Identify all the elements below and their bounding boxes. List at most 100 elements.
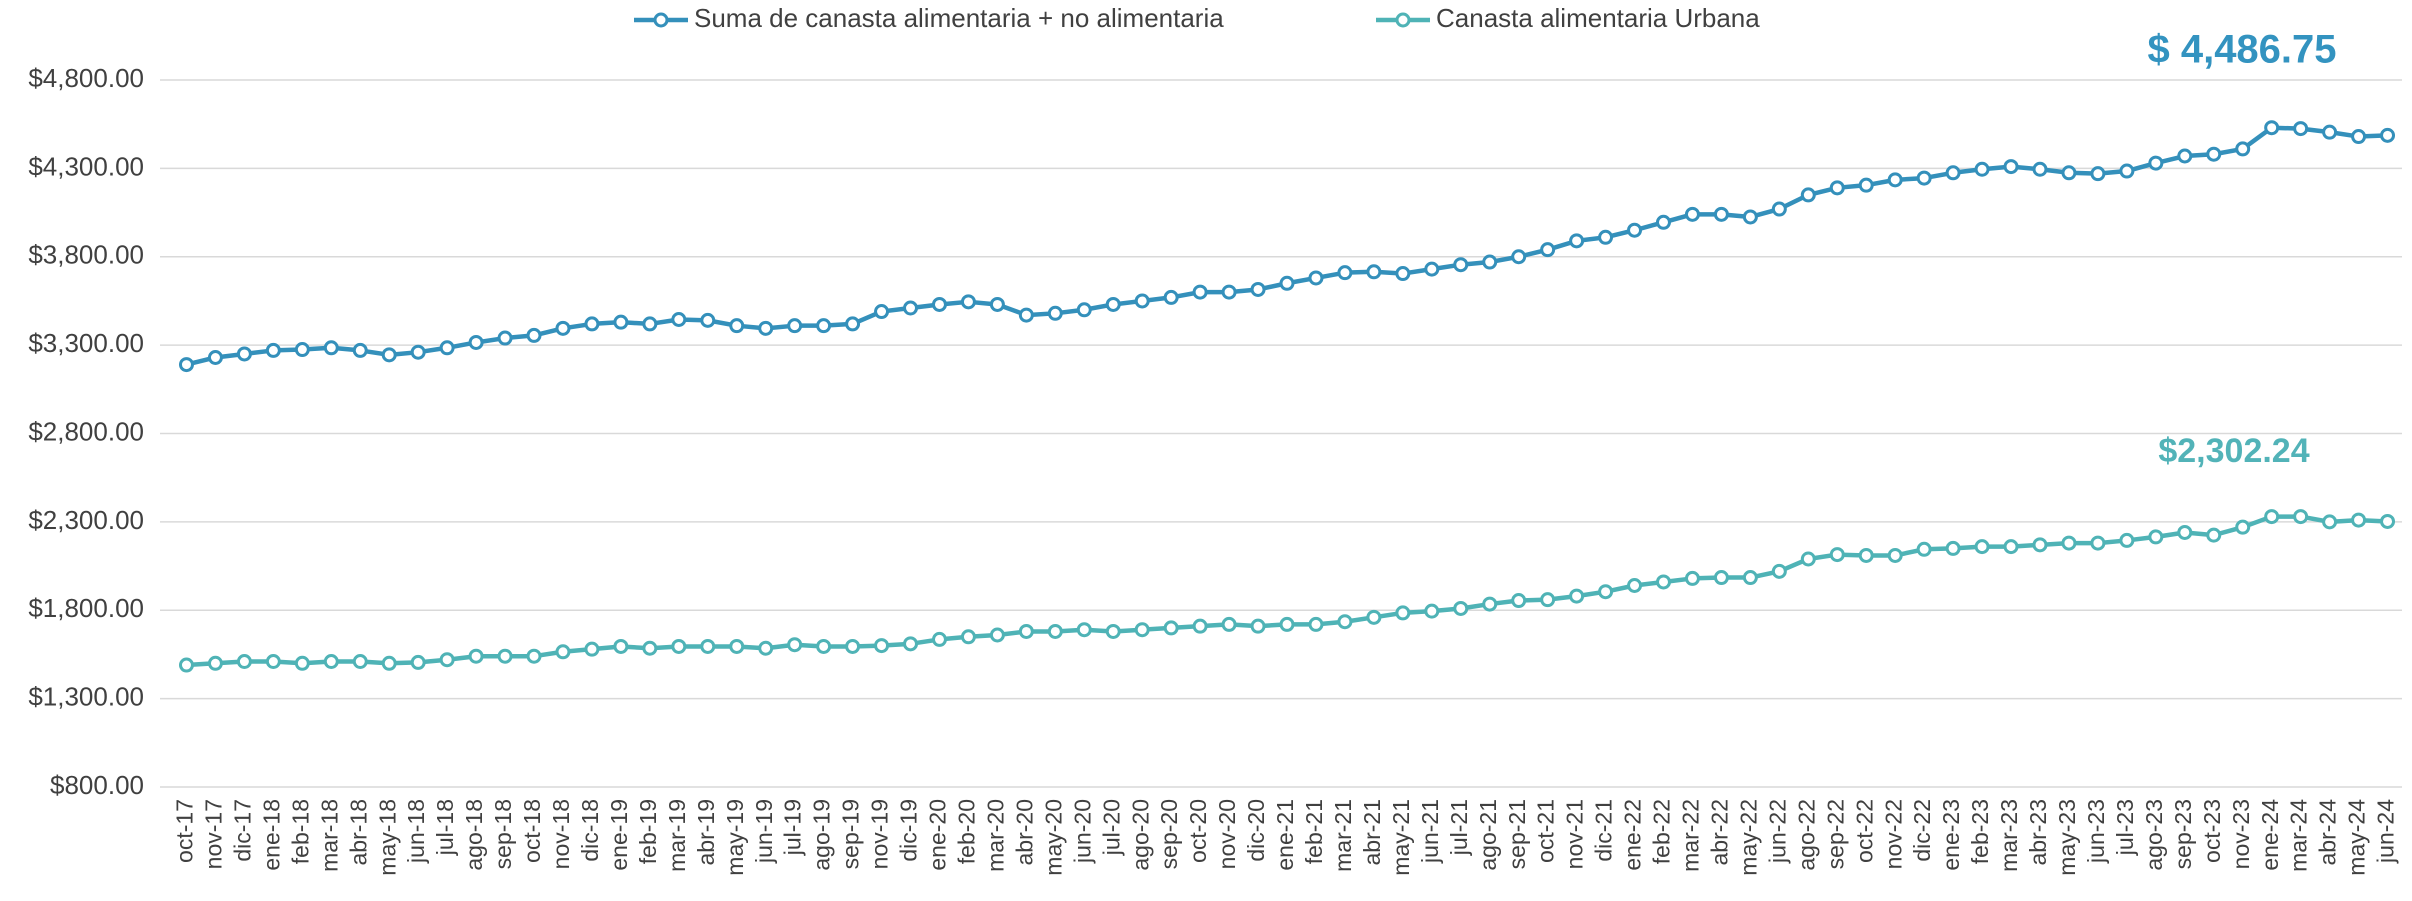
x-tick-label: jul-19 xyxy=(780,799,806,856)
x-tick-label: abr-22 xyxy=(1706,799,1732,865)
data-point xyxy=(294,655,310,671)
x-tick-label: dic-20 xyxy=(1243,799,1269,862)
data-point xyxy=(1829,547,1845,563)
x-tick-label: nov-18 xyxy=(548,799,574,869)
data-point xyxy=(1627,222,1643,238)
data-point xyxy=(1076,302,1092,318)
data-point xyxy=(2264,120,2280,136)
x-tick-label: mar-20 xyxy=(982,799,1008,872)
x-tick-label: sep-18 xyxy=(490,799,516,869)
annotation: $2,302.24 xyxy=(2158,432,2309,470)
data-point xyxy=(584,316,600,332)
data-point xyxy=(1684,570,1700,586)
y-tick-label: $4,300.00 xyxy=(28,151,144,181)
x-tick-label: jun-22 xyxy=(1764,799,1790,864)
x-tick-label: may-24 xyxy=(2344,799,2370,876)
data-point xyxy=(1192,284,1208,300)
data-point xyxy=(178,657,194,673)
data-point xyxy=(1916,541,1932,557)
data-point xyxy=(1598,229,1614,245)
x-tick-label: sep-23 xyxy=(2170,799,2196,869)
x-tick-label: nov-19 xyxy=(867,799,893,869)
data-point xyxy=(1684,206,1700,222)
x-tick-label: jun-24 xyxy=(2373,799,2399,864)
x-tick-label: abr-20 xyxy=(1011,799,1037,865)
data-point xyxy=(584,641,600,657)
data-point xyxy=(2380,127,2396,143)
x-tick-label: jul-20 xyxy=(1098,799,1124,856)
x-tick-label: may-21 xyxy=(1388,799,1414,876)
data-point xyxy=(1771,201,1787,217)
x-tick-label: ene-21 xyxy=(1272,799,1298,871)
x-tick-label: oct-21 xyxy=(1533,799,1559,863)
x-tick-label: may-22 xyxy=(1735,799,1761,876)
data-point xyxy=(1627,578,1643,594)
data-point xyxy=(236,346,252,362)
x-tick-label: ene-22 xyxy=(1620,799,1646,871)
x-tick-label: abr-18 xyxy=(345,799,371,865)
data-point xyxy=(1076,622,1092,638)
x-tick-label: nov-21 xyxy=(1562,799,1588,869)
data-point xyxy=(1858,177,1874,193)
data-point xyxy=(468,334,484,350)
x-tick-label: may-19 xyxy=(722,799,748,876)
data-point xyxy=(1511,593,1527,609)
data-point xyxy=(1163,620,1179,636)
data-point xyxy=(1424,603,1440,619)
data-point xyxy=(410,344,426,360)
data-point xyxy=(1829,180,1845,196)
x-tick-label: sep-21 xyxy=(1504,799,1530,869)
x-tick-label: mar-24 xyxy=(2286,799,2312,872)
data-point xyxy=(1453,257,1469,273)
x-tick-label: jun-18 xyxy=(403,799,429,864)
data-point xyxy=(1858,547,1874,563)
x-tick-label: mar-18 xyxy=(316,799,342,872)
data-point xyxy=(989,627,1005,643)
data-point xyxy=(2177,524,2193,540)
data-point xyxy=(1308,270,1324,286)
x-tick-label: sep-20 xyxy=(1156,799,1182,869)
data-point xyxy=(1887,172,1903,188)
x-tick-label: jul-21 xyxy=(1446,799,1472,856)
x-tick-label: mar-21 xyxy=(1330,799,1356,872)
data-point xyxy=(1800,187,1816,203)
series-line xyxy=(185,125,2388,367)
x-tick-label: nov-20 xyxy=(1214,799,1240,869)
data-point xyxy=(439,340,455,356)
data-point xyxy=(1105,623,1121,639)
x-tick-label: ago-22 xyxy=(1793,799,1819,871)
series-line xyxy=(186,514,2388,668)
data-point xyxy=(352,654,368,670)
data-point xyxy=(2032,537,2048,553)
x-tick-label: feb-19 xyxy=(635,799,661,864)
data-point xyxy=(1018,307,1034,323)
x-tick-label: feb-21 xyxy=(1301,799,1327,864)
x-tick-label: may-20 xyxy=(1040,799,1066,876)
data-point xyxy=(960,629,976,645)
data-point xyxy=(207,349,223,365)
data-point xyxy=(2293,121,2309,137)
y-tick-label: $2,300.00 xyxy=(28,505,144,535)
data-point xyxy=(1192,618,1208,634)
y-tick-label: $1,800.00 xyxy=(28,593,144,623)
x-tick-label: nov-22 xyxy=(1880,799,1906,869)
data-point xyxy=(2090,535,2106,551)
y-tick-label: $4,800.00 xyxy=(28,63,144,93)
data-point xyxy=(381,347,397,363)
data-point xyxy=(1742,209,1758,225)
data-point xyxy=(960,294,976,310)
data-point xyxy=(700,638,716,654)
data-point xyxy=(816,638,832,654)
x-tick-label: may-18 xyxy=(374,799,400,876)
x-tick-label: abr-21 xyxy=(1359,799,1385,865)
data-point xyxy=(1482,254,1498,270)
data-point xyxy=(1221,616,1237,632)
data-point xyxy=(1221,284,1237,300)
x-tick-label: jul-23 xyxy=(2112,799,2138,856)
data-point xyxy=(2293,509,2309,525)
data-point xyxy=(1163,289,1179,305)
data-point xyxy=(2380,513,2396,529)
x-tick-label: feb-20 xyxy=(954,799,980,864)
x-tick-label: nov-17 xyxy=(201,799,227,869)
x-tick-label: oct-22 xyxy=(1851,799,1877,863)
